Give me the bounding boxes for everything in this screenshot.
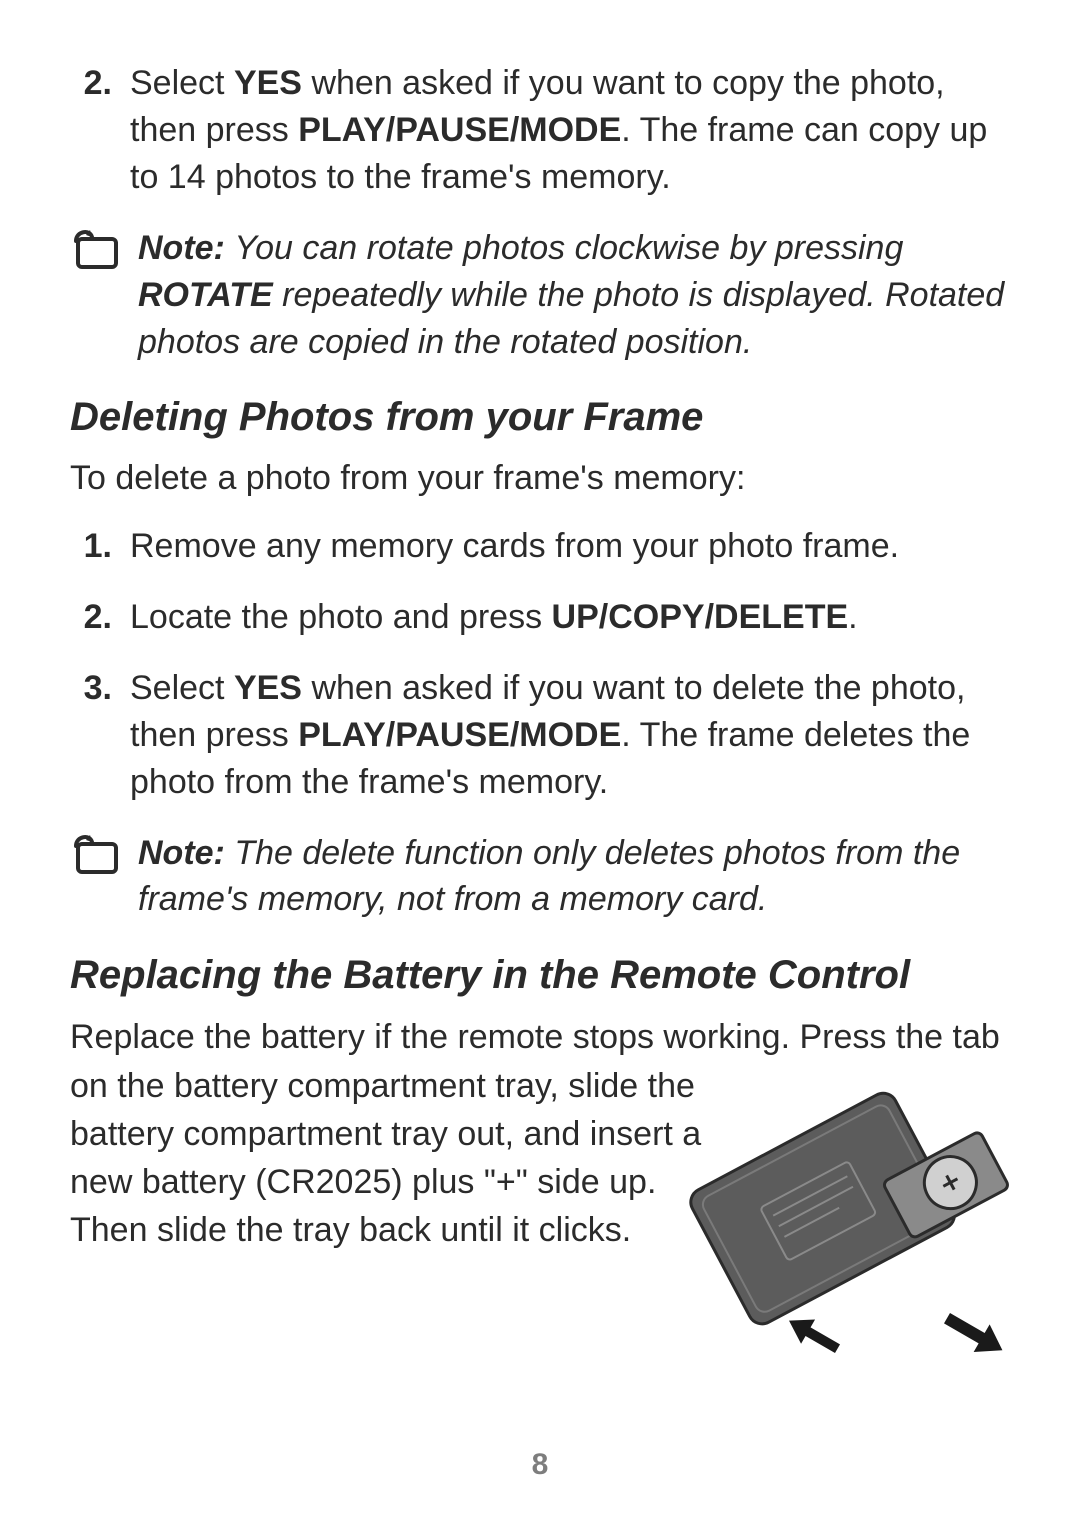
- text: Locate the photo and press: [130, 598, 552, 636]
- step-delete-2: 2. Locate the photo and press UP/COPY/DE…: [70, 594, 1010, 641]
- note-body: Note: The delete function only deletes p…: [138, 830, 1010, 924]
- note-label: Note:: [138, 834, 234, 872]
- note-rotate: Note: You can rotate photos clockwise by…: [70, 225, 1010, 366]
- step-body: Locate the photo and press UP/COPY/DELET…: [130, 594, 1010, 641]
- step-body: Remove any memory cards from your photo …: [130, 523, 1010, 570]
- heading-replace-battery: Replacing the Battery in the Remote Cont…: [70, 951, 1010, 999]
- manual-page: 2. Select YES when asked if you want to …: [0, 0, 1080, 1522]
- note-body: Note: You can rotate photos clockwise by…: [138, 225, 1010, 366]
- text: .: [848, 598, 857, 636]
- step-number: 2.: [70, 594, 130, 641]
- page-number: 8: [0, 1448, 1080, 1482]
- key-play-pause-mode: PLAY/PAUSE/MODE: [298, 111, 621, 149]
- step-copy-2: 2. Select YES when asked if you want to …: [70, 60, 1010, 201]
- battery-text-2: battery compartment tray out, and insert…: [70, 1110, 710, 1255]
- note-delete-scope: Note: The delete function only deletes p…: [70, 830, 1010, 924]
- note-label: Note:: [138, 229, 234, 267]
- heading-deleting-photos: Deleting Photos from your Frame: [70, 393, 1010, 441]
- key-rotate: ROTATE: [138, 276, 273, 314]
- step-number: 1.: [70, 523, 130, 570]
- step-delete-1: 1. Remove any memory cards from your pho…: [70, 523, 1010, 570]
- battery-section: Replace the battery if the remote stops …: [70, 1013, 1010, 1254]
- text: Select: [130, 669, 234, 707]
- key-yes: YES: [234, 64, 302, 102]
- step-number: 3.: [70, 665, 130, 806]
- text: Select: [130, 64, 234, 102]
- key-up-copy-delete: UP/COPY/DELETE: [552, 598, 849, 636]
- step-body: Select YES when asked if you want to del…: [130, 665, 1010, 806]
- step-body: Select YES when asked if you want to cop…: [130, 60, 1010, 201]
- step-delete-3: 3. Select YES when asked if you want to …: [70, 665, 1010, 806]
- remote-battery-figure: [620, 1083, 1030, 1383]
- text: You can rotate photos clockwise by press…: [234, 229, 903, 267]
- step-number: 2.: [70, 60, 130, 201]
- note-icon: [70, 227, 124, 275]
- key-yes: YES: [234, 669, 302, 707]
- key-play-pause-mode: PLAY/PAUSE/MODE: [298, 716, 621, 754]
- text: The delete function only deletes photos …: [138, 834, 960, 919]
- note-icon: [70, 832, 124, 880]
- delete-intro: To delete a photo from your frame's memo…: [70, 455, 1010, 503]
